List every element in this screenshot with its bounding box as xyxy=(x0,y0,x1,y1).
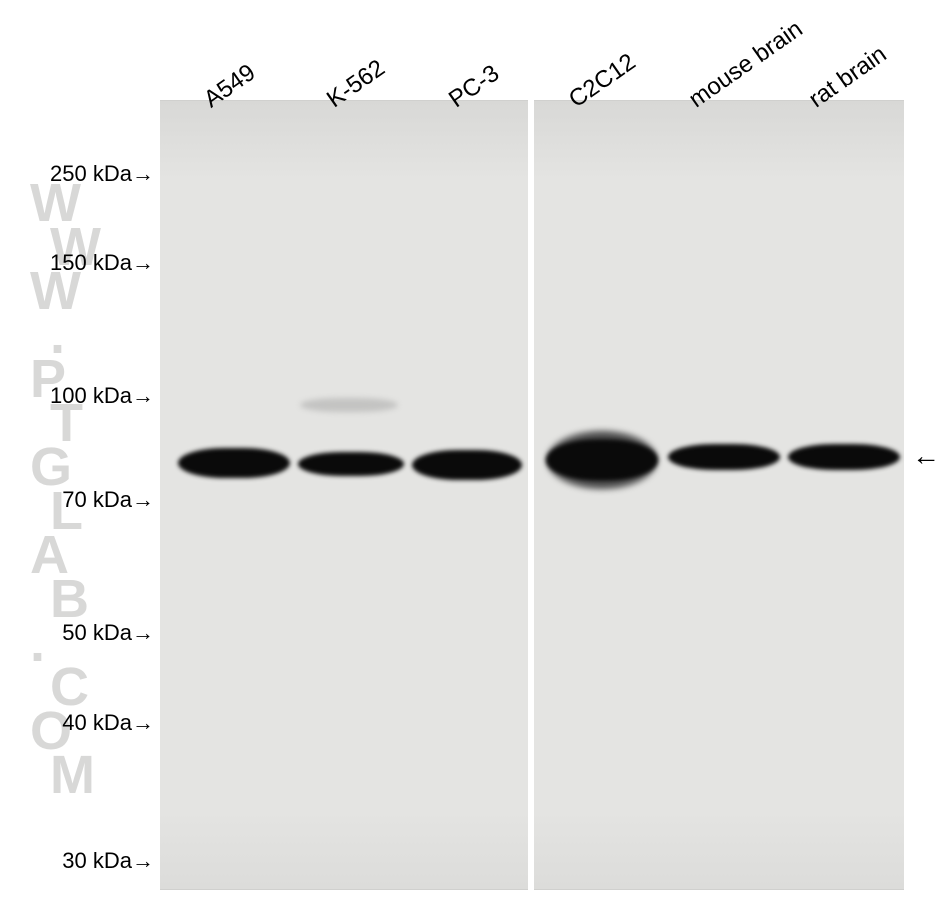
gel-panel-1 xyxy=(160,100,528,890)
western-blot-figure: W W W . P T G L A B . C O M A549 K-562 P… xyxy=(0,0,950,903)
mw-40: 40 kDa→ xyxy=(62,710,154,736)
mw-150: 150 kDa→ xyxy=(50,250,154,276)
mw-30: 30 kDa→ xyxy=(62,848,154,874)
mw-50: 50 kDa→ xyxy=(62,620,154,646)
wm-char: . xyxy=(30,612,45,674)
band-pc3 xyxy=(412,450,522,480)
wm-char: M xyxy=(50,744,95,806)
gel-panel-2 xyxy=(534,100,904,890)
band-a549 xyxy=(178,448,290,478)
mw-70: 70 kDa→ xyxy=(62,487,154,513)
band-rat-brain xyxy=(788,444,900,470)
mw-250: 250 kDa→ xyxy=(50,161,154,187)
band-mouse-brain xyxy=(668,444,780,470)
target-band-arrow-icon: ← xyxy=(912,440,940,472)
mw-100: 100 kDa→ xyxy=(50,383,154,409)
band-c2c12 xyxy=(546,440,658,480)
band-k562 xyxy=(298,452,404,476)
band-k562-upper xyxy=(300,398,398,412)
